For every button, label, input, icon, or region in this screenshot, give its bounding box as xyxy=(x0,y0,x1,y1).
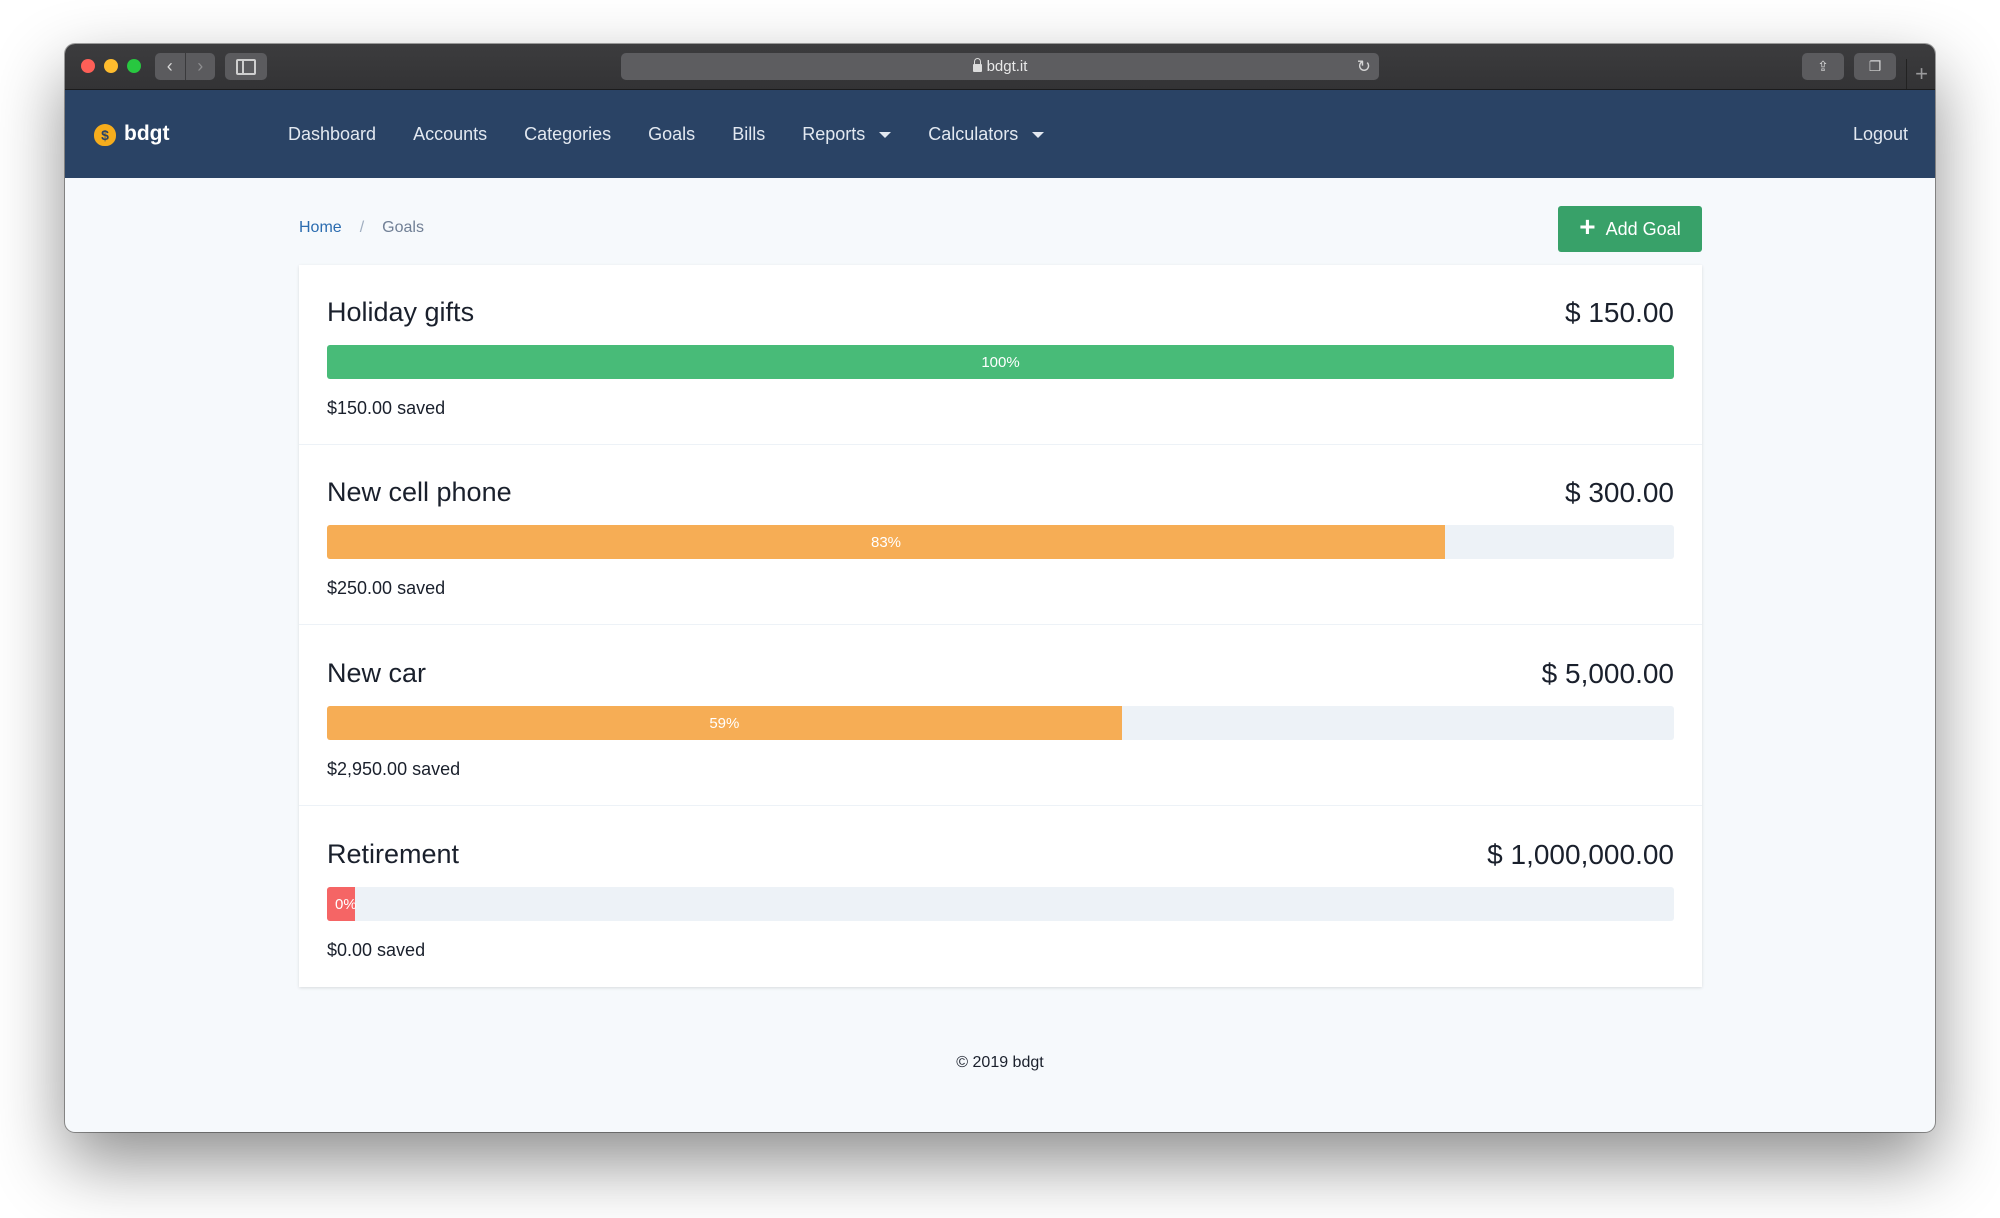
nav-bills[interactable]: Bills xyxy=(732,123,766,144)
forward-button[interactable]: › xyxy=(184,53,216,80)
app-navbar: $ bdgt Dashboard Accounts Categories Goa… xyxy=(65,90,1935,178)
goal-item[interactable]: New car $ 5,000.00 59% $2,950.00 saved xyxy=(299,626,1702,806)
sidebar-icon xyxy=(236,58,256,75)
goal-progress-track: 59% xyxy=(327,706,1674,740)
new-tab-button[interactable]: + xyxy=(1906,59,1935,89)
goals-list: Holiday gifts $ 150.00 100% $150.00 save… xyxy=(299,265,1702,987)
nav-calculators-label: Calculators xyxy=(928,123,1019,144)
breadcrumb-separator: / xyxy=(359,219,365,236)
goal-saved: $0.00 saved xyxy=(327,940,426,960)
brand-link[interactable]: $ bdgt xyxy=(94,90,169,178)
plus-icon: + xyxy=(1579,211,1596,242)
goal-amount: $ 150.00 xyxy=(1565,297,1674,328)
reload-icon[interactable]: ↻ xyxy=(1356,57,1371,76)
minimize-window-button[interactable] xyxy=(104,59,118,73)
close-window-button[interactable] xyxy=(81,59,95,73)
goal-amount: $ 300.00 xyxy=(1565,477,1674,508)
back-button[interactable]: ‹ xyxy=(166,56,173,76)
goal-saved: $250.00 saved xyxy=(327,578,446,598)
goal-progress-track: 83% xyxy=(327,525,1674,559)
breadcrumb-home[interactable]: Home xyxy=(299,219,342,236)
goal-item[interactable]: Retirement $ 1,000,000.00 0% $0.00 saved xyxy=(299,807,1702,987)
main-nav: Dashboard Accounts Categories Goals Bill… xyxy=(288,90,1045,178)
breadcrumb: Home / Goals xyxy=(299,219,424,237)
fullscreen-window-button[interactable] xyxy=(127,59,141,73)
add-goal-label: Add Goal xyxy=(1605,218,1681,239)
goal-progress-bar: 83% xyxy=(327,525,1445,559)
goal-progress-bar: 100% xyxy=(327,345,1674,379)
share-icon: ⇪ xyxy=(1817,58,1829,74)
lock-icon xyxy=(972,57,982,72)
brand-name: bdgt xyxy=(124,122,170,145)
plus-icon: + xyxy=(1915,61,1928,86)
goal-saved: $150.00 saved xyxy=(327,398,446,418)
nav-goals[interactable]: Goals xyxy=(648,123,696,144)
goal-name: New cell phone xyxy=(327,477,512,507)
goal-item[interactable]: New cell phone $ 300.00 83% $250.00 save… xyxy=(299,445,1702,625)
goal-name: New car xyxy=(327,658,427,688)
money-bag-icon: $ xyxy=(94,124,116,146)
tabs-icon: ❐ xyxy=(1868,58,1882,74)
goal-saved: $2,950.00 saved xyxy=(327,759,461,779)
show-tabs-button[interactable]: ❐ xyxy=(1854,53,1896,80)
footer-copyright: © 2019 bdgt xyxy=(956,1054,1044,1071)
nav-reports-label: Reports xyxy=(802,123,866,144)
caret-down-icon xyxy=(1032,132,1045,138)
goal-progress-bar: 59% xyxy=(327,706,1122,740)
add-goal-button[interactable]: + Add Goal xyxy=(1558,206,1702,252)
breadcrumb-current: Goals xyxy=(382,219,424,236)
caret-down-icon xyxy=(879,132,892,138)
browser-titlebar: ‹ › bdgt.it ↻ ⇪ ❐ + xyxy=(65,44,1935,90)
history-nav: ‹ › xyxy=(155,53,215,80)
address-bar-url: bdgt.it xyxy=(986,58,1028,75)
goal-progress-bar: 0% xyxy=(327,887,357,921)
logout-link[interactable]: Logout xyxy=(1852,123,1908,144)
goal-progress-track: 0% xyxy=(327,887,1674,921)
browser-window: ‹ › bdgt.it ↻ ⇪ ❐ + $ bdgt Dashboard Acc… xyxy=(65,44,1935,1132)
goal-progress-track: 100% xyxy=(327,345,1674,379)
address-bar[interactable]: bdgt.it ↻ xyxy=(621,53,1379,80)
nav-calculators-dropdown[interactable]: Calculators xyxy=(928,123,1045,145)
sidebar-toggle-button[interactable] xyxy=(225,53,267,80)
nav-dashboard[interactable]: Dashboard xyxy=(288,123,377,144)
goal-amount: $ 1,000,000.00 xyxy=(1487,839,1674,870)
nav-categories[interactable]: Categories xyxy=(524,123,612,144)
goal-item[interactable]: Holiday gifts $ 150.00 100% $150.00 save… xyxy=(299,265,1702,445)
nav-reports-dropdown[interactable]: Reports xyxy=(802,123,892,145)
nav-accounts[interactable]: Accounts xyxy=(413,123,488,144)
goal-name: Retirement xyxy=(327,839,460,869)
goal-name: Holiday gifts xyxy=(327,297,475,327)
share-button[interactable]: ⇪ xyxy=(1802,53,1844,80)
goal-amount: $ 5,000.00 xyxy=(1541,658,1674,689)
